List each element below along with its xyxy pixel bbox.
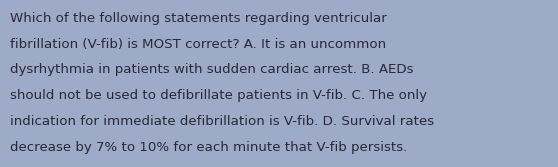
Text: fibrillation (V-fib) is MOST correct? A. It is an uncommon: fibrillation (V-fib) is MOST correct? A.… [10,38,386,51]
Text: dysrhythmia in patients with sudden cardiac arrest. B. AEDs: dysrhythmia in patients with sudden card… [10,63,413,76]
Text: should not be used to defibrillate patients in V-fib. C. The only: should not be used to defibrillate patie… [10,89,427,102]
Text: Which of the following statements regarding ventricular: Which of the following statements regard… [10,12,387,25]
Text: indication for immediate defibrillation is V-fib. D. Survival rates: indication for immediate defibrillation … [10,115,434,128]
Text: decrease by 7% to 10% for each minute that V-fib persists.: decrease by 7% to 10% for each minute th… [10,141,407,154]
